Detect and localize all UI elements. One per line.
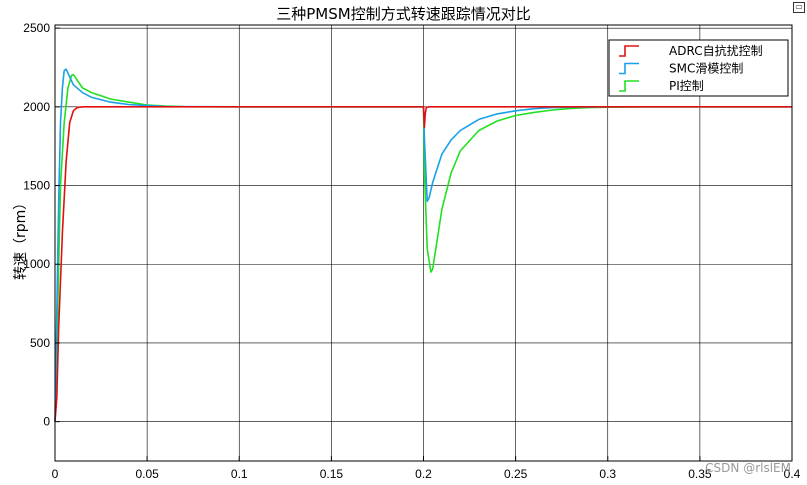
- legend: ADRC自抗扰控制 SMC滑模控制 PI控制: [608, 39, 789, 97]
- series-group: [54, 68, 792, 422]
- y-tick-label: 2000: [23, 100, 50, 114]
- x-axis-ticks: 0 0.05 0.1 0.15 0.2 0.25 0.3 0.35 0.4: [52, 456, 801, 481]
- legend-swatch: [619, 80, 639, 92]
- y-tick-label: 1000: [23, 257, 50, 271]
- y-tick-label: 500: [30, 336, 50, 350]
- x-tick-label: 0.4: [784, 467, 801, 481]
- y-tick-label: 0: [43, 415, 50, 429]
- watermark: CSDN @rlslEM: [705, 461, 791, 475]
- series-line-0: [54, 106, 792, 422]
- x-tick-label: 0: [52, 467, 59, 481]
- legend-label: ADRC自抗扰控制: [669, 43, 763, 58]
- legend-label: SMC滑模控制: [669, 62, 743, 76]
- figure-window-icon[interactable]: ▭: [793, 2, 805, 13]
- x-tick-label: 0.25: [504, 467, 528, 481]
- legend-label: PI控制: [669, 79, 704, 93]
- x-tick-label: 0.35: [688, 467, 712, 481]
- x-tick-label: 0.05: [135, 467, 159, 481]
- legend-box: [608, 39, 789, 97]
- x-tick-label: 0.2: [415, 467, 432, 481]
- chart-title: 三种PMSM控制方式转速跟踪情况对比: [276, 5, 531, 23]
- y-axis-ticks: 0 500 1000 1500 2000 2500: [23, 21, 60, 429]
- legend-swatch: [619, 62, 639, 75]
- x-tick-label: 0.15: [320, 467, 344, 481]
- y-tick-label: 1500: [23, 179, 50, 193]
- y-tick-label: 2500: [23, 21, 50, 35]
- x-tick-label: 0.1: [231, 467, 248, 481]
- x-tick-label: 0.3: [599, 467, 616, 481]
- legend-swatch: [619, 45, 639, 57]
